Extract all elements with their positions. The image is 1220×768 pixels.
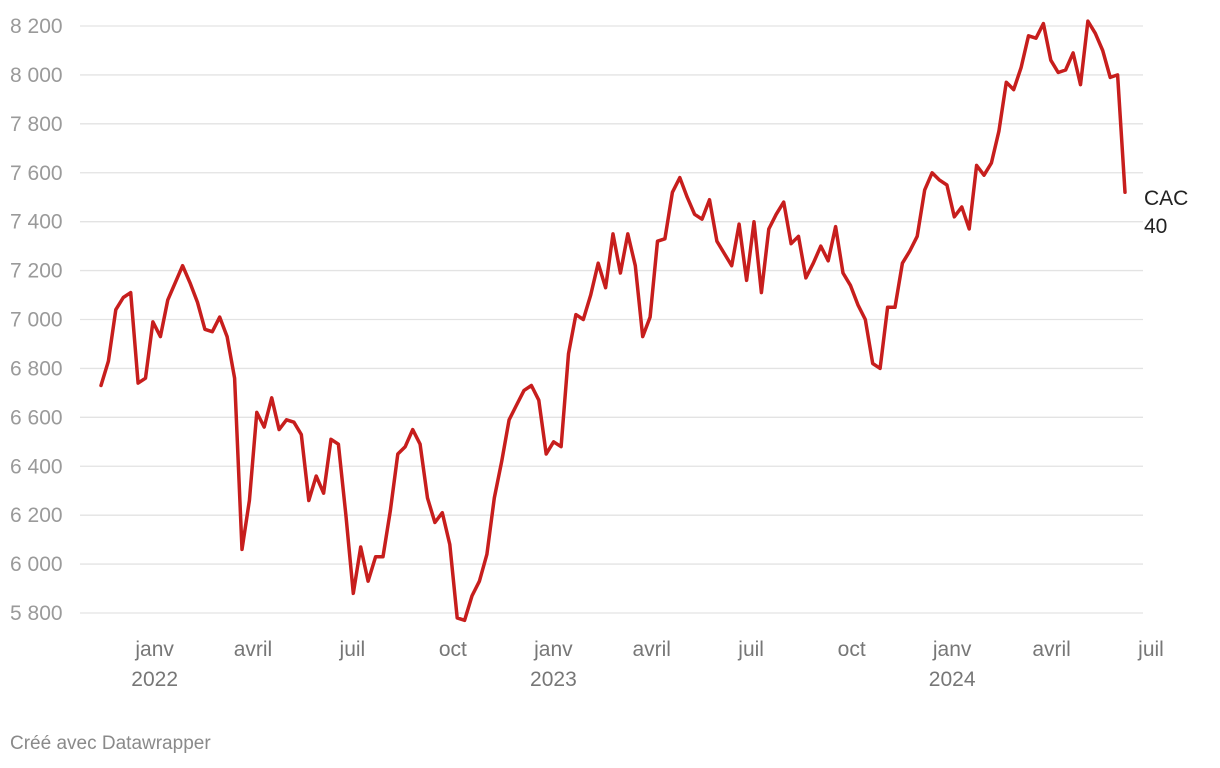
x-tick-label: janv	[932, 638, 972, 661]
y-tick-label: 6 800	[10, 357, 63, 380]
x-tick-label: janv	[134, 638, 174, 661]
y-tick-label: 7 600	[10, 162, 63, 185]
x-tick-year-label: 2023	[530, 668, 577, 691]
credit-text: Créé avec Datawrapper	[10, 733, 211, 754]
x-tick-label: avril	[234, 638, 273, 661]
x-tick-label: juil	[1137, 638, 1164, 661]
x-tick-label: juil	[737, 638, 764, 661]
x-tick-label: avril	[632, 638, 671, 661]
series-label-line: 40	[1144, 215, 1167, 238]
y-tick-label: 6 200	[10, 504, 63, 527]
y-tick-label: 8 000	[10, 64, 63, 87]
y-tick-label: 5 800	[10, 602, 63, 625]
gridlines	[80, 25, 1143, 614]
series-label-cac40: CAC 40	[1144, 187, 1188, 238]
y-tick-label: 6 400	[10, 455, 63, 478]
y-tick-label: 7 800	[10, 113, 63, 136]
x-tick-label: janv	[533, 638, 573, 661]
series-line-cac40	[99, 19, 1127, 623]
x-tick-label: oct	[439, 638, 467, 661]
x-tick-year-label: 2024	[929, 668, 976, 691]
series-layer	[99, 19, 1127, 623]
series-label-line: CAC	[1144, 187, 1188, 210]
y-tick-label: 8 200	[10, 15, 63, 38]
y-tick-label: 6 600	[10, 406, 63, 429]
y-tick-label: 7 200	[10, 260, 63, 283]
y-axis: 5 800 6 000 6 200 6 400 6 600 6 800 7 000 7 200…	[10, 15, 63, 625]
x-tick-label: juil	[339, 638, 366, 661]
y-tick-label: 6 000	[10, 553, 63, 576]
x-tick-label: oct	[838, 638, 866, 661]
y-tick-label: 7 000	[10, 309, 63, 332]
x-tick-year-label: 2022	[131, 668, 178, 691]
x-axis: janv 2022 avril juil oct janv 2023 avril juil oct…	[131, 638, 1164, 691]
x-tick-label: avril	[1032, 638, 1071, 661]
y-tick-label: 7 400	[10, 211, 63, 234]
